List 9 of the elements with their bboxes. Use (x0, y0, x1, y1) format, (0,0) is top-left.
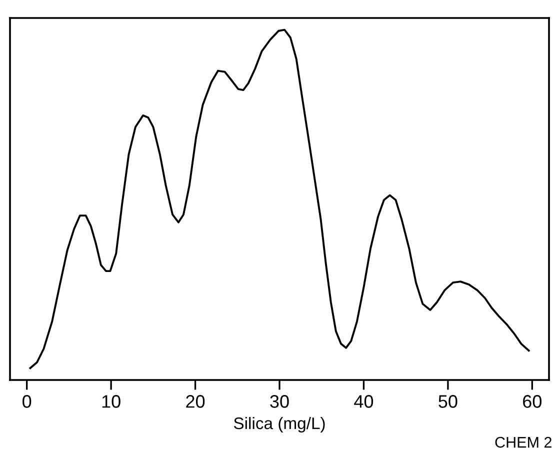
x-tick-label: 40 (354, 395, 374, 408)
x-tick-label: 20 (186, 395, 205, 408)
x-tick-label: 50 (438, 395, 458, 408)
text: CHEM 2 (495, 436, 552, 448)
x-tick-label: 60 (523, 395, 542, 408)
x-tick-label: 30 (270, 395, 289, 408)
x-tick-label: 0 (22, 395, 32, 408)
x-tick-label: 10 (102, 395, 120, 408)
x-axis-title: Silica (mg/L) (234, 416, 325, 433)
